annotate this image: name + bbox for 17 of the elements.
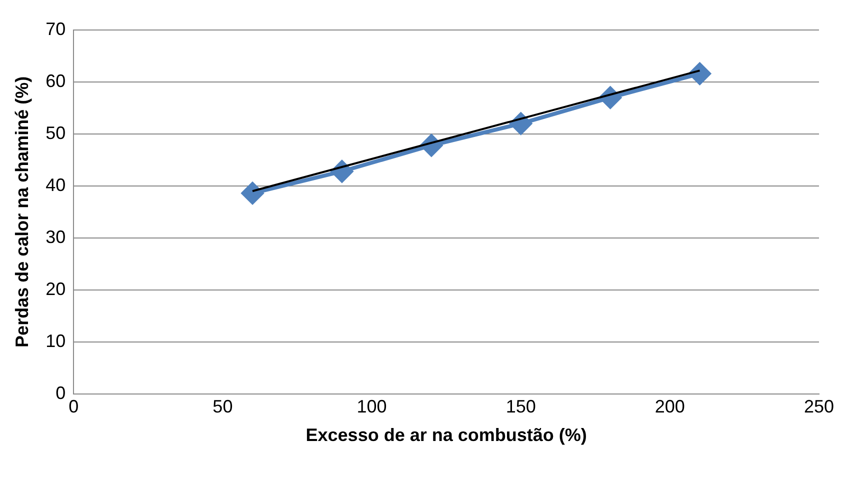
x-tick-label: 100 xyxy=(356,396,387,417)
point xyxy=(242,182,264,204)
y-tick-label: 40 xyxy=(46,174,66,195)
y-axis-title: Perdas de calor na chaminé (%) xyxy=(12,76,32,348)
y-tick-label: 0 xyxy=(56,382,66,403)
x-tick-label: 150 xyxy=(506,396,536,417)
y-tick-label: 50 xyxy=(46,122,66,143)
x-tick-label: 250 xyxy=(804,396,834,417)
y-tick-label: 60 xyxy=(46,70,66,91)
y-tick-label: 20 xyxy=(46,278,66,299)
x-axis-title: Excesso de ar na combustão (%) xyxy=(306,425,587,446)
y-tick-label: 30 xyxy=(46,226,66,247)
x-tick-label: 50 xyxy=(212,396,233,417)
y-tick-label: 70 xyxy=(46,18,66,39)
x-tick-label: 0 xyxy=(68,396,79,417)
x-tick-label: 200 xyxy=(654,396,685,417)
y-tick-label: 10 xyxy=(46,330,66,351)
